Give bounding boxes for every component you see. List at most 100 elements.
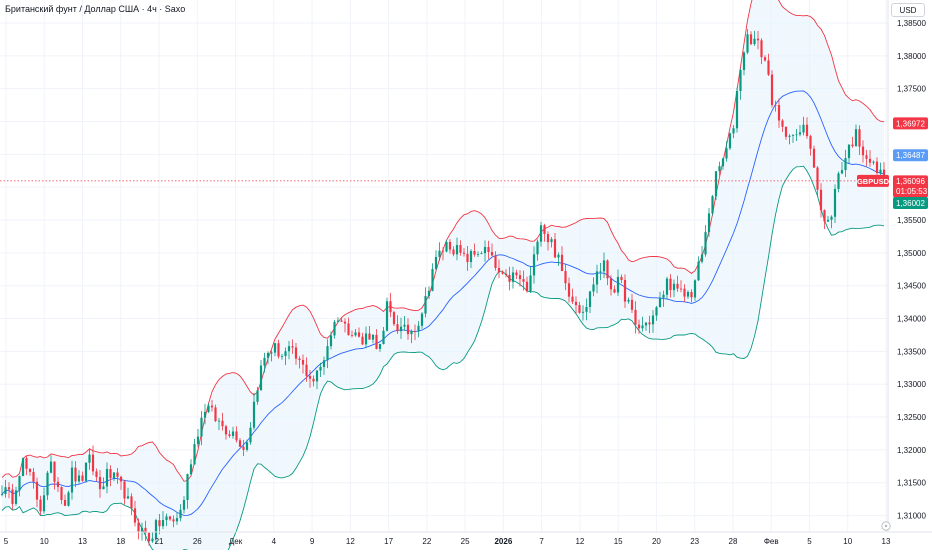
candle [497, 259, 501, 279]
candle [802, 116, 805, 136]
candle [392, 310, 396, 327]
price-tick-label: 1,32000 [897, 446, 926, 455]
candle [301, 354, 305, 374]
candle [697, 256, 700, 281]
candle [837, 171, 840, 193]
candle [165, 513, 168, 527]
price-tick-label: 1,33000 [897, 380, 926, 389]
candle [648, 315, 651, 334]
candle [746, 29, 749, 55]
candle [378, 343, 382, 352]
candle [630, 293, 634, 314]
candle [840, 161, 844, 175]
candle [364, 326, 368, 349]
candle [872, 160, 875, 165]
candle [854, 124, 858, 147]
candle [238, 437, 242, 448]
candle [126, 487, 130, 500]
candle [511, 266, 515, 289]
candle [95, 468, 98, 482]
candle [203, 403, 207, 425]
candle [410, 329, 413, 344]
candle [847, 144, 851, 164]
candle [280, 353, 284, 360]
price-tick-label: 1,35500 [897, 216, 926, 225]
candle [329, 331, 333, 350]
time-tick-label: 5 [807, 537, 812, 546]
candle [504, 269, 508, 278]
candle [375, 329, 378, 350]
candle [266, 351, 270, 365]
candle [774, 100, 777, 112]
candle [875, 157, 879, 177]
candle [742, 51, 746, 76]
candle [781, 119, 784, 132]
candle [665, 276, 669, 300]
time-tick-label: 15 [614, 537, 623, 546]
svg-text:1,36002: 1,36002 [896, 199, 925, 208]
candle [382, 326, 385, 345]
candle [147, 531, 151, 546]
candle [844, 149, 847, 177]
candle [259, 360, 263, 391]
time-axis[interactable]: 5 10 13 18 21 26 Дек 4 9 12 17 22 25 2026 7 12 15 20 23 28 Ф… [4, 537, 891, 546]
candle [112, 472, 116, 482]
time-tick-label: 9 [310, 537, 315, 546]
candle [644, 322, 648, 331]
candle [585, 298, 588, 321]
candle [823, 209, 826, 230]
candle [704, 225, 707, 257]
candle [501, 270, 504, 275]
candle [308, 369, 312, 388]
price-tick-label: 1,31000 [897, 512, 926, 521]
candle [263, 352, 266, 373]
candle [735, 87, 739, 133]
candle [553, 233, 557, 259]
candle [662, 290, 665, 307]
candle [49, 455, 53, 474]
candle [91, 445, 95, 476]
candle [123, 480, 126, 505]
candle [469, 249, 473, 269]
candle [235, 426, 238, 443]
candle [315, 369, 319, 390]
candle [25, 456, 28, 476]
candle [749, 31, 753, 46]
candle [350, 330, 354, 338]
time-tick-label: 12 [346, 537, 355, 546]
candle [739, 68, 742, 100]
candle [179, 504, 182, 522]
candle [109, 465, 112, 487]
candle [67, 490, 70, 507]
candle [770, 70, 774, 108]
candle [256, 386, 259, 405]
candle [42, 487, 46, 514]
candle [245, 439, 249, 452]
candle [567, 277, 571, 303]
candle [616, 269, 620, 296]
candle [0, 485, 4, 497]
candle [88, 448, 91, 470]
currency-button[interactable]: USD [891, 3, 925, 17]
candle [669, 274, 672, 298]
candle [361, 332, 364, 346]
candle [168, 515, 172, 521]
price-axis[interactable]: 1,385001,380001,375001,370001,365001,360… [897, 19, 926, 521]
candle [60, 486, 63, 505]
candle [221, 412, 224, 431]
candle [231, 426, 235, 439]
candle [543, 223, 546, 242]
candle [14, 486, 18, 506]
time-tick-label: 13 [882, 537, 891, 546]
candle [161, 511, 165, 530]
candle [284, 347, 287, 366]
time-tick-label: 25 [461, 537, 470, 546]
time-axis-settings-icon[interactable] [881, 521, 891, 531]
candle [574, 296, 578, 315]
candle [357, 327, 361, 338]
candle [133, 500, 137, 527]
candle [459, 240, 462, 256]
candle [63, 494, 67, 507]
